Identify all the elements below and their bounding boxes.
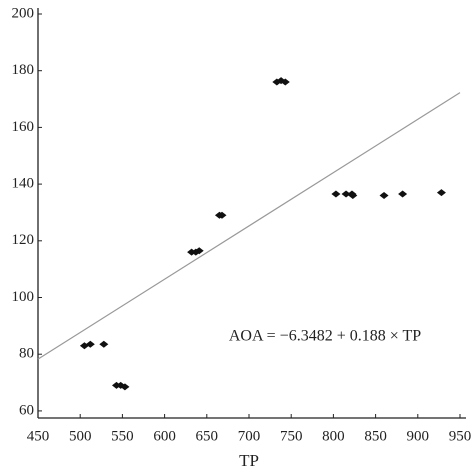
y-tick-label: 200 [12, 5, 35, 21]
data-point [120, 383, 130, 391]
x-tick-label: 500 [69, 428, 92, 444]
x-tick-label: 750 [280, 428, 303, 444]
x-axis-title: TP [239, 451, 259, 470]
x-tick-label: 550 [111, 428, 134, 444]
y-tick-label: 80 [19, 346, 34, 362]
y-tick-label: 100 [12, 289, 35, 305]
data-point [348, 191, 358, 199]
data-point [379, 191, 389, 199]
data-point [217, 211, 227, 219]
x-tick-label: 850 [364, 428, 387, 444]
data-point [99, 340, 109, 348]
regression-line [37, 92, 461, 360]
data-point [85, 340, 95, 348]
x-tick-label: 450 [27, 428, 50, 444]
y-tick-label: 180 [12, 62, 35, 78]
y-tick-label: 140 [12, 176, 35, 192]
data-point [331, 190, 341, 198]
annotation: AOA = −6.3482 + 0.188 × TP [229, 328, 421, 345]
data-point [398, 190, 408, 198]
data-point [280, 78, 290, 86]
y-tick-label: 160 [12, 119, 35, 135]
x-tick-label: 700 [238, 428, 261, 444]
data-point [341, 190, 351, 198]
y-tick-label: 120 [12, 232, 35, 248]
data-point [194, 247, 204, 255]
x-tick-label: 800 [322, 428, 345, 444]
data-point [436, 189, 446, 197]
x-tick-label: 650 [196, 428, 219, 444]
x-tick-label: 900 [407, 428, 430, 444]
y-tick-label: 60 [19, 402, 34, 418]
x-tick-label: 600 [153, 428, 176, 444]
x-tick-label: 950 [449, 428, 472, 444]
